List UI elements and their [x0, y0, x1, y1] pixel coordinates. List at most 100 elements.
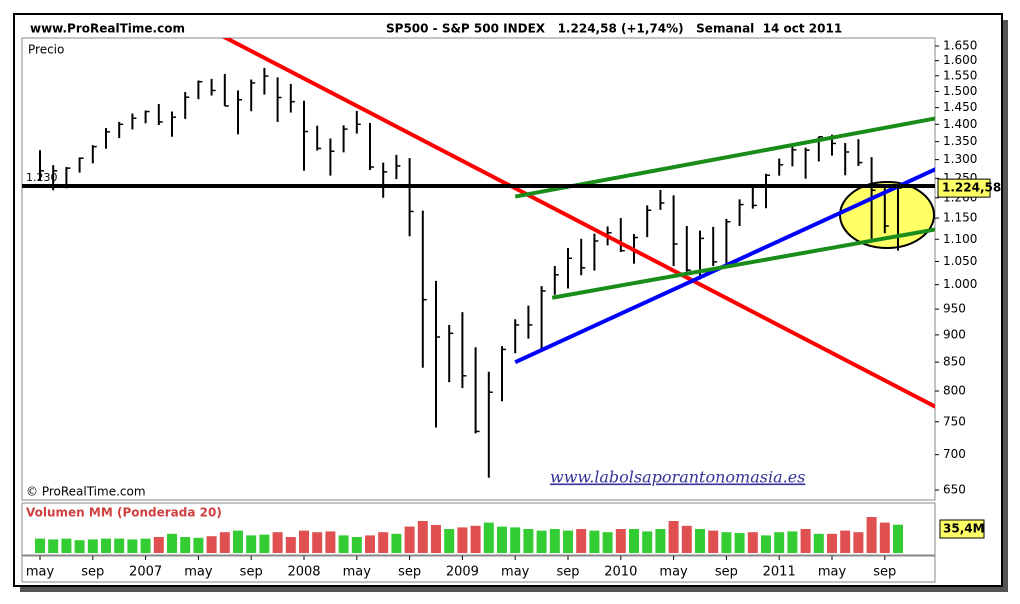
volume-bar	[602, 532, 613, 553]
volume-bar	[404, 526, 415, 553]
x-tick-label: 2010	[604, 565, 637, 580]
volume-bar	[351, 537, 362, 553]
x-tick-label: 2007	[129, 565, 162, 580]
volume-bar	[655, 529, 666, 553]
x-tick-label: may	[184, 565, 213, 580]
chart-title: SP500 - S&P 500 INDEX 1.224,58 (+1,74%) …	[386, 22, 842, 36]
volume-bar	[365, 535, 375, 553]
x-tick-label: sep	[715, 565, 738, 580]
plot	[39, 38, 935, 478]
volume-bar	[721, 532, 732, 553]
volume-bar	[444, 529, 455, 553]
y-tick-label: 850	[943, 355, 966, 369]
volume-bar	[35, 538, 45, 553]
volume-bar	[893, 524, 903, 553]
volume-bar	[299, 530, 309, 553]
volume-bar	[813, 533, 824, 553]
y-tick-label: 1.150	[943, 211, 977, 225]
y-tick-label: 1.500	[943, 84, 977, 98]
volume-bar	[761, 535, 771, 553]
x-tick-label: may	[501, 565, 530, 580]
volume-bar	[312, 532, 323, 553]
volume-bar	[378, 532, 389, 553]
volume-bar	[470, 525, 481, 553]
y-tick-label: 1.100	[943, 232, 977, 246]
watermark: www.labolsaporantonomasia.es	[550, 468, 805, 487]
volume-bar	[853, 532, 864, 553]
volume-bar	[866, 517, 877, 553]
x-axis-panel	[21, 555, 936, 583]
volume-bar	[180, 537, 191, 553]
volume-bar	[800, 529, 811, 553]
volume-bar	[431, 525, 441, 553]
site: www.ProRealTime.com	[30, 22, 185, 36]
y-tick-label: 700	[943, 447, 966, 461]
x-tick-label: may	[818, 565, 847, 580]
volume-bar	[523, 529, 534, 553]
volume-bar	[629, 529, 639, 553]
volume-bar	[536, 530, 547, 553]
volume-bar	[457, 527, 468, 553]
volume-bar	[879, 522, 890, 553]
y-tick-label: 750	[943, 414, 966, 428]
y-tick-label: 1.600	[943, 53, 977, 67]
volume-bar	[338, 535, 349, 553]
x-tick-label: sep	[873, 565, 896, 580]
volume-bar	[127, 539, 138, 553]
volume-bar	[668, 521, 679, 553]
x-tick-label: sep	[240, 565, 263, 580]
y-tick-label: 1.300	[943, 152, 977, 166]
y-tick-label: 900	[943, 327, 966, 341]
y-tick-label: 950	[943, 302, 966, 316]
volume-bar	[510, 527, 521, 553]
x-tick-label: may	[343, 565, 372, 580]
volume-bar	[167, 533, 177, 553]
x-tick-label: 2009	[446, 565, 479, 580]
support-label: 1.230	[26, 171, 58, 184]
volume-bar	[734, 533, 745, 553]
volume-bar	[193, 537, 204, 553]
y-tick-label: 1.550	[943, 68, 977, 82]
volume-tag	[939, 519, 985, 539]
volume-bar	[563, 530, 573, 553]
volume-bar	[325, 531, 336, 553]
volume-bar	[272, 532, 283, 553]
volume-bar	[787, 531, 798, 553]
volume-bar	[233, 530, 243, 553]
volume-title: Volumen MM (Ponderada 20)	[26, 506, 222, 520]
volume-bar	[497, 526, 507, 553]
y-tick-label: 650	[943, 483, 966, 497]
volume-bar	[219, 532, 230, 553]
volume-bar	[87, 539, 98, 553]
x-tick-label: 2008	[287, 565, 320, 580]
volume-bar	[74, 540, 85, 553]
volume-bar	[589, 530, 600, 553]
y-tick-label: 1.350	[943, 134, 977, 148]
volume-bar	[681, 525, 692, 553]
x-tick-label: sep	[398, 565, 421, 580]
x-tick-label: may	[659, 565, 688, 580]
volume-bar	[140, 538, 151, 553]
volume-bar	[206, 536, 217, 553]
x-tick-label: sep	[556, 565, 579, 580]
y-tick-label: 1.000	[943, 277, 977, 291]
volume-bar	[153, 537, 164, 553]
trend-line	[221, 38, 935, 409]
price-panel	[21, 37, 936, 501]
volume-bar	[840, 530, 851, 553]
x-tick-label: sep	[81, 565, 104, 580]
volume-bar	[708, 530, 719, 553]
y-tick-label: 800	[943, 384, 966, 398]
current-price-tag	[937, 178, 991, 198]
volume-bar	[747, 532, 758, 553]
volume-bar	[246, 535, 257, 553]
volume-bar	[61, 538, 72, 553]
trend-line	[514, 116, 935, 199]
x-tick-label: may	[26, 565, 55, 580]
volume-bar	[259, 534, 270, 553]
volume-bar	[417, 521, 428, 553]
volume-bar	[576, 529, 587, 553]
volume-bar	[114, 538, 125, 553]
y-tick-label: 1.400	[943, 117, 977, 131]
volume-bar	[615, 529, 626, 553]
